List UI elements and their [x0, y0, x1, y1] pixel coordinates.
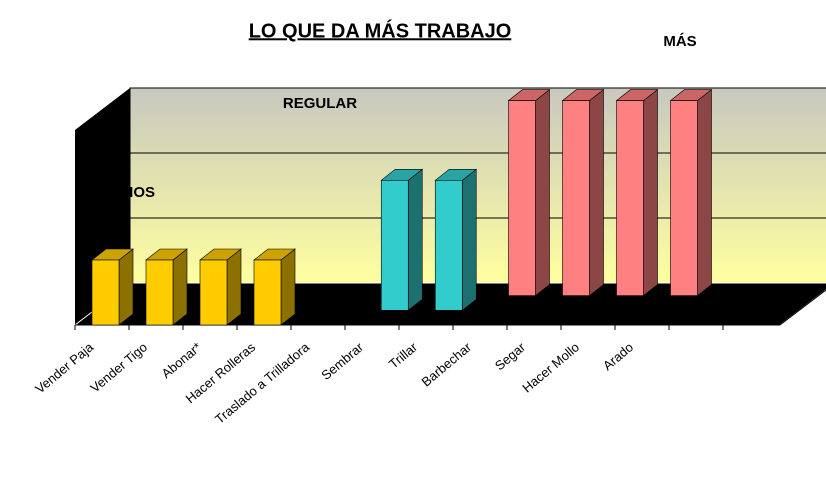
chart-title: LO QUE DA MÁS TRABAJO — [249, 19, 512, 42]
x-tick-label: Vender Tigo — [87, 339, 150, 395]
bar-side — [226, 248, 242, 326]
x-tick-label: Segar — [492, 339, 529, 373]
bar-side — [697, 88, 712, 297]
x-tick-label: Arado — [600, 339, 636, 373]
x-tick-label: Barbechar — [419, 339, 475, 389]
x-tick-label: Traslado a Trilladora — [212, 339, 313, 427]
bar-side — [280, 248, 296, 326]
x-tick-label: Trillar — [386, 339, 421, 371]
bar — [562, 100, 590, 296]
x-tick-label: Sembrar — [318, 339, 366, 383]
bar-side — [172, 248, 188, 326]
bar-side — [118, 248, 134, 326]
bar — [199, 259, 228, 326]
x-tick-label: Hacer Mollo — [519, 339, 582, 395]
bar-side — [461, 168, 477, 311]
x-tick-label: Abonar* — [159, 339, 205, 381]
bar — [253, 259, 282, 326]
bar-side — [589, 88, 604, 297]
bar — [616, 100, 644, 296]
bar-side — [407, 168, 423, 311]
bar — [670, 100, 698, 296]
bar-side — [535, 88, 550, 297]
bar — [145, 259, 174, 326]
bar — [91, 259, 120, 326]
x-tick-label: Vender Paja — [32, 339, 96, 397]
floor-edge — [779, 289, 826, 326]
bar — [434, 180, 463, 311]
annotation: MÁS — [663, 33, 696, 50]
bar-side — [643, 88, 658, 297]
bar — [508, 100, 536, 296]
bar — [380, 180, 409, 311]
annotation: REGULAR — [283, 95, 357, 112]
